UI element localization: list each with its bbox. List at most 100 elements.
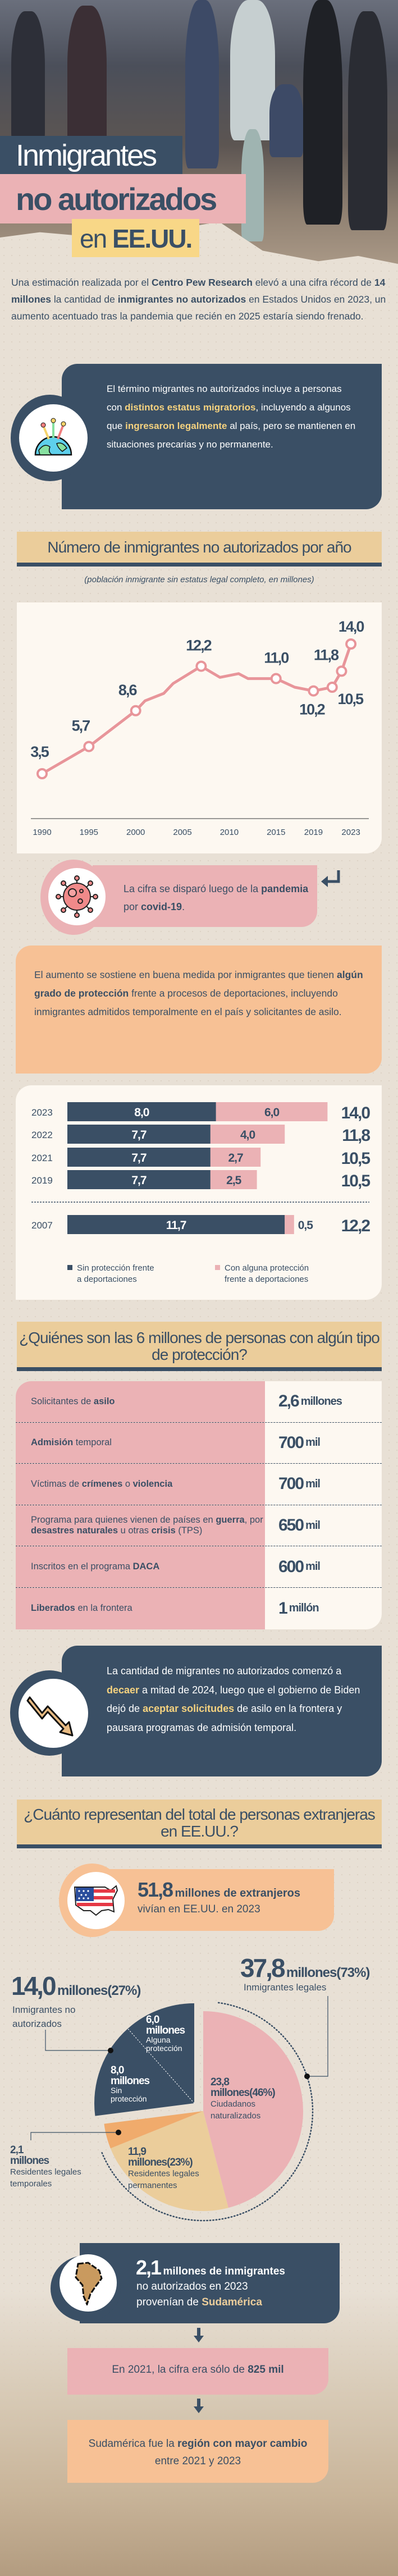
legend-swatch bbox=[215, 1265, 220, 1270]
data-point bbox=[270, 673, 282, 684]
emphasis-text: pandemia bbox=[261, 883, 309, 894]
bar-total-label: 11,8 bbox=[342, 1126, 370, 1145]
value-unit: millones bbox=[300, 1395, 342, 1408]
south-america-prefix: provenían de bbox=[136, 2296, 202, 2308]
step-2021-text: En 2021, la cifra era sólo de 825 mil bbox=[67, 2364, 328, 2376]
x-tick-label: 2023 bbox=[341, 828, 360, 837]
data-label: 14,0 bbox=[338, 618, 364, 635]
text-segment: Solicitantes de bbox=[31, 1396, 94, 1406]
bar-segment bbox=[210, 1170, 257, 1189]
line-chart-subtitle: (población inmigrante sin estatus legal … bbox=[84, 575, 314, 584]
south-america-line3: provenían de Sudamérica bbox=[136, 2296, 262, 2309]
data-label: 3,5 bbox=[30, 743, 49, 760]
value-unit: millón bbox=[289, 1602, 319, 1615]
row-value: 650 mil bbox=[265, 1505, 382, 1546]
text-segment: . bbox=[182, 901, 185, 912]
text-segment: por bbox=[123, 901, 141, 912]
value-number: 700 bbox=[278, 1474, 304, 1493]
slice-unit: millones bbox=[111, 2075, 150, 2087]
year-label: 2007 bbox=[31, 1220, 53, 1231]
downtrend-arrow-icon bbox=[19, 1679, 88, 1748]
bar-segment bbox=[67, 1148, 211, 1167]
leader-dot bbox=[116, 2130, 121, 2135]
bar-segment bbox=[67, 1170, 211, 1189]
down-arrow-head bbox=[194, 2336, 204, 2342]
virus-icon bbox=[48, 868, 106, 925]
data-label: 11,8 bbox=[314, 646, 339, 663]
bar-total-label: 12,2 bbox=[341, 1217, 370, 1235]
text-segment: a mitad de 2024, luego que el gobierno d… bbox=[107, 1684, 360, 1715]
pie-slice bbox=[127, 2003, 194, 2103]
value-number: 1 bbox=[278, 1598, 288, 1618]
usa-flag-map-icon bbox=[67, 1872, 125, 1929]
value-number: 700 bbox=[278, 1433, 304, 1452]
foreigners-total-label: millones de extranjeros bbox=[175, 1887, 300, 1899]
text-segment: o bbox=[122, 1478, 133, 1489]
pie-slice bbox=[104, 2111, 203, 2149]
foreigners-total-sub: vivían en EE.UU. en 2023 bbox=[138, 1903, 260, 1915]
bar-segment bbox=[285, 1215, 294, 1234]
emphasis-text: guerra bbox=[216, 1515, 245, 1525]
row-value: 700 mil bbox=[265, 1464, 382, 1505]
row-value: 700 mil bbox=[265, 1422, 382, 1464]
slice-pct: (23%) bbox=[167, 2157, 193, 2168]
decline-box bbox=[62, 1646, 382, 1776]
definition-box bbox=[62, 364, 382, 509]
text-segment: , por bbox=[244, 1515, 263, 1525]
leader-line bbox=[45, 2030, 111, 2051]
protection-box bbox=[16, 946, 382, 1074]
legend-label-line: a deportaciones bbox=[77, 1275, 137, 1284]
pie-label-naturalizados: 23,8 millones(46%) Ciudadanos naturalizado… bbox=[211, 2077, 276, 2122]
emphasis-text: 825 mil bbox=[248, 2364, 284, 2376]
emphasis-text: DACA bbox=[132, 1561, 160, 1572]
x-tick-label: 2019 bbox=[304, 828, 323, 837]
slice-unit: millones bbox=[146, 2025, 185, 2036]
foreigners-total-value: 51,8 bbox=[138, 1878, 173, 1901]
pie-label-permanentes: 11,9 millones(23%) Residentes legales perm… bbox=[128, 2146, 212, 2191]
pie-slice bbox=[203, 2011, 303, 2208]
text-segment: frente a procesos de deportaciones, incl… bbox=[34, 988, 342, 1017]
row-value: 600 mil bbox=[265, 1546, 382, 1587]
legal-unit: millones bbox=[286, 1965, 337, 1980]
x-tick-label: 2015 bbox=[267, 828, 285, 837]
text-segment: temporal bbox=[73, 1437, 112, 1448]
row-label: Inscritos en el programa DACA bbox=[16, 1546, 265, 1587]
emphasis-text: ingresaron legalmente bbox=[125, 421, 227, 431]
definition-text: El término migrantes no autorizados incl… bbox=[107, 380, 359, 454]
value-number: 600 bbox=[278, 1557, 304, 1576]
decline-text: La cantidad de migrantes no autorizados … bbox=[107, 1662, 365, 1737]
step-change-text: Sudamérica fue la región con mayor cambi… bbox=[84, 2435, 312, 2470]
south-america-line2: no autorizados en 2023 bbox=[136, 2281, 248, 2292]
slice-value: 6,0 bbox=[146, 2014, 159, 2026]
data-point bbox=[308, 685, 319, 697]
bar-segment bbox=[67, 1215, 285, 1234]
text-segment: El término migrantes no autorizados incl… bbox=[107, 383, 342, 413]
emphasis-text: decaer bbox=[107, 1684, 140, 1696]
emphasis-text: Centro Pew Research bbox=[152, 277, 253, 288]
data-label: 10,5 bbox=[337, 691, 364, 707]
value-unit: mil bbox=[305, 1519, 321, 1532]
bar-value-label: 7,7 bbox=[131, 1174, 147, 1187]
foreigners-total-box bbox=[95, 1869, 334, 1931]
bar-value-label: 7,7 bbox=[131, 1152, 147, 1164]
text-segment: La cantidad de migrantes no autorizados … bbox=[107, 1665, 342, 1677]
text-segment: al país, pero se mantienen en situacione… bbox=[107, 421, 356, 450]
step-change-box bbox=[67, 2420, 328, 2483]
bar-segment bbox=[67, 1125, 211, 1144]
south-america-line1: millones de inmigrantes bbox=[163, 2266, 286, 2277]
slice-value: 11,9 bbox=[128, 2146, 147, 2158]
legal-value: 37,8 bbox=[240, 1953, 286, 1983]
legend-label-line: Con alguna protección bbox=[225, 1263, 309, 1273]
text-segment: La cifra se disparó luego de la bbox=[123, 883, 262, 894]
legal-group-name: Inmigrantes legales bbox=[244, 1982, 327, 1993]
data-point bbox=[336, 665, 347, 677]
south-america-value: 2,1 bbox=[136, 2256, 162, 2279]
text-segment: El aumento se sostiene en buena medida p… bbox=[34, 969, 337, 980]
globe-pins-icon bbox=[19, 404, 88, 472]
emphasis-text: inmigrantes no autorizados bbox=[117, 294, 246, 305]
year-label: 2019 bbox=[31, 1175, 53, 1186]
year-label: 2021 bbox=[31, 1153, 53, 1163]
line-chart-card: 1990 1995 2000 2005 2010 2015 2019 2023 3,5 5,7 8,… bbox=[17, 602, 382, 853]
x-tick-label: 2005 bbox=[173, 828, 191, 837]
text-segment: Inscritos en el programa bbox=[31, 1561, 133, 1572]
